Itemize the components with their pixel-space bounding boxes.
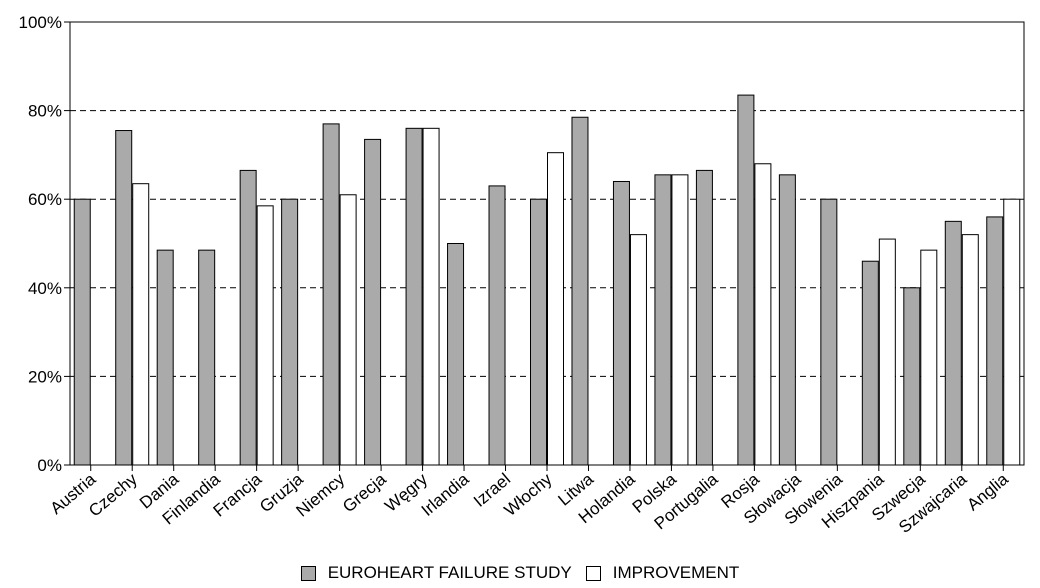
bar-euroheart <box>861 260 879 466</box>
bar-improvement <box>132 183 150 466</box>
bar-improvement <box>256 205 274 466</box>
x-tick-label: Niemcy <box>293 469 349 520</box>
bar-euroheart <box>281 198 299 466</box>
bar-euroheart <box>198 249 216 466</box>
bar-improvement <box>629 234 647 466</box>
bar-euroheart <box>405 127 423 466</box>
bar-improvement <box>878 238 896 466</box>
bar-euroheart <box>612 180 630 466</box>
bar-euroheart <box>571 116 589 466</box>
bar-improvement <box>422 127 440 466</box>
bar-improvement <box>547 152 564 466</box>
bar-improvement <box>754 163 772 466</box>
legend-swatch-euroheart <box>300 565 316 581</box>
bar-euroheart <box>115 130 133 466</box>
bar-improvement <box>1003 198 1021 466</box>
x-tick-label: Włochy <box>501 469 556 520</box>
bar-euroheart <box>778 174 796 466</box>
y-tick-label: 20% <box>28 367 62 386</box>
bar-chart: 0%20%40%60%80%100%AustriaCzechyDaniaFinl… <box>19 13 1025 537</box>
x-tick-label: Czechy <box>85 469 141 520</box>
bar-euroheart <box>737 94 755 466</box>
legend-label-improvement: IMPROVEMENT <box>612 563 740 582</box>
bar-euroheart <box>364 138 382 466</box>
bar-improvement <box>920 249 938 466</box>
legend-swatch-improvement <box>585 565 601 581</box>
bar-euroheart <box>447 243 465 466</box>
x-tick-label: Irlandia <box>418 469 473 520</box>
x-tick-label: Francja <box>210 469 266 520</box>
bar-improvement <box>339 194 357 466</box>
y-tick-label: 80% <box>28 102 62 121</box>
y-tick-label: 40% <box>28 279 62 298</box>
bar-improvement <box>961 234 979 466</box>
y-tick-label: 60% <box>28 190 62 209</box>
legend-label-euroheart: EUROHEART FAILURE STUDY <box>327 563 572 582</box>
bar-euroheart <box>156 249 174 466</box>
bar-euroheart <box>239 169 257 466</box>
bar-euroheart <box>322 123 340 466</box>
y-tick-label: 0% <box>37 456 62 475</box>
bar-euroheart <box>530 198 547 466</box>
legend: EUROHEART FAILURE STUDY IMPROVEMENT <box>0 560 1040 586</box>
bar-euroheart <box>820 198 838 466</box>
bar-euroheart <box>73 198 91 466</box>
legend-item-improvement: IMPROVEMENT <box>585 563 740 583</box>
bar-euroheart <box>695 169 713 466</box>
legend-item-euroheart: EUROHEART FAILURE STUDY <box>300 563 572 583</box>
bar-euroheart <box>488 185 506 466</box>
bar-euroheart <box>986 216 1004 466</box>
bar-euroheart <box>944 220 962 466</box>
bar-euroheart <box>903 287 921 466</box>
bar-euroheart <box>654 174 672 466</box>
x-tick-label: Grecja <box>339 469 390 516</box>
bar-improvement <box>671 174 689 466</box>
x-tick-label: Anglia <box>963 469 1012 514</box>
y-tick-label: 100% <box>19 13 62 32</box>
